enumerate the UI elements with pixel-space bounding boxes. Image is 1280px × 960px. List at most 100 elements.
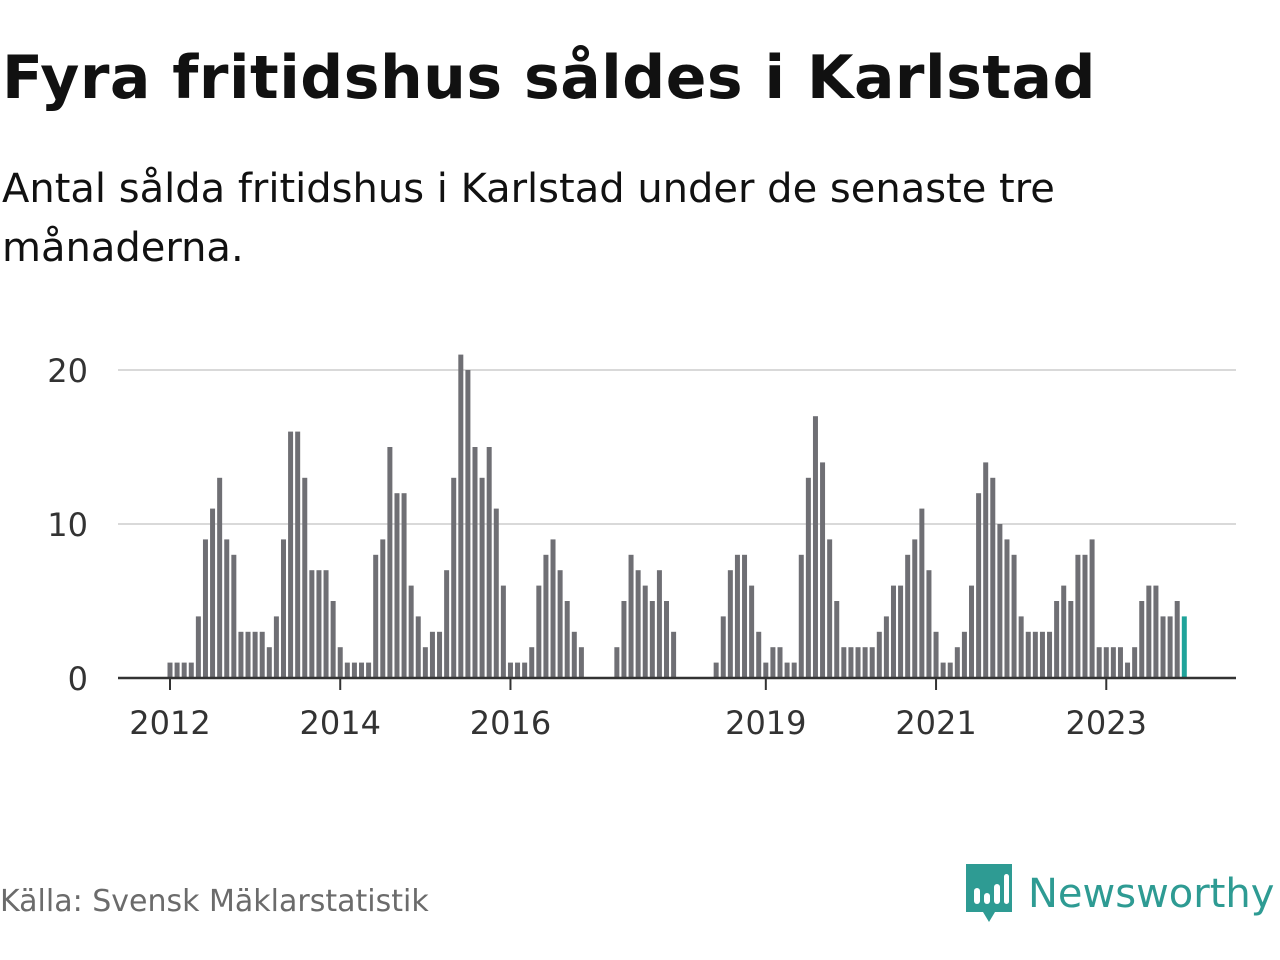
bar	[954, 647, 960, 678]
value-label-latest: 4	[1179, 330, 1199, 338]
bar-latest	[1181, 616, 1187, 678]
bar	[288, 431, 294, 678]
bar	[217, 477, 223, 678]
bar	[1110, 647, 1116, 678]
bar	[990, 477, 996, 678]
bar	[557, 570, 563, 678]
x-tick-label: 2021	[895, 704, 976, 742]
bar	[571, 631, 577, 678]
bar	[515, 662, 521, 678]
x-tick-label: 2012	[129, 704, 210, 742]
bar	[210, 508, 216, 678]
bar	[273, 616, 279, 678]
bar	[742, 554, 748, 678]
bar	[926, 570, 932, 678]
bar	[174, 662, 180, 678]
bar	[188, 662, 194, 678]
bar	[238, 631, 244, 678]
bar	[472, 447, 478, 678]
bar	[848, 647, 854, 678]
newsworthy-logo-icon	[966, 864, 1012, 922]
x-axis-ticks: 2012 2014 2016 2019 2021 2023	[118, 676, 1236, 742]
bar	[408, 585, 414, 678]
source-note: Källa: Svensk Mäklarstatistik	[0, 884, 429, 919]
bar	[1153, 585, 1159, 678]
bar	[1004, 539, 1010, 678]
bar	[507, 662, 513, 678]
y-tick-label: 20	[47, 352, 88, 390]
bar	[167, 662, 173, 678]
bar	[919, 508, 925, 678]
bar	[756, 631, 762, 678]
bar	[437, 631, 443, 678]
bar	[820, 462, 826, 678]
bar	[394, 493, 400, 678]
bar	[1117, 647, 1123, 678]
bar	[883, 616, 889, 678]
bar	[834, 601, 840, 678]
x-tick-label: 2019	[725, 704, 806, 742]
bar	[749, 585, 755, 678]
bar	[1167, 616, 1173, 678]
annotations: 4	[1179, 330, 1199, 338]
bar	[1039, 631, 1045, 678]
bar	[578, 647, 584, 678]
bar	[763, 662, 769, 678]
bar	[529, 647, 535, 678]
bar	[940, 662, 946, 678]
bar	[366, 662, 372, 678]
bar	[869, 647, 875, 678]
bar	[905, 554, 911, 678]
bar	[493, 508, 499, 678]
bar	[898, 585, 904, 678]
brand-logo[interactable]: Newsworthy	[964, 862, 1274, 926]
bar	[969, 585, 975, 678]
bar	[1132, 647, 1138, 678]
bar-chart: 0 10 20 2012 2014 2016 2019 2021 2023 4	[47, 330, 1236, 742]
bar	[479, 477, 485, 678]
bar	[1174, 601, 1180, 678]
bar	[337, 647, 343, 678]
bar	[245, 631, 251, 678]
bar	[373, 554, 379, 678]
bar	[1068, 601, 1074, 678]
bar	[876, 631, 882, 678]
bar	[912, 539, 918, 678]
bar	[302, 477, 308, 678]
chart-subtitle: Antal sålda fritidshus i Karlstad under …	[2, 166, 1055, 271]
bar	[635, 570, 641, 678]
y-tick-label: 10	[47, 506, 88, 544]
bar	[614, 647, 620, 678]
bar	[855, 647, 861, 678]
bar	[933, 631, 939, 678]
bar	[522, 662, 528, 678]
bar	[947, 662, 953, 678]
bar	[429, 631, 435, 678]
bar	[649, 601, 655, 678]
bar	[664, 601, 670, 678]
x-tick-label: 2023	[1066, 704, 1147, 742]
bar	[295, 431, 301, 678]
bar	[1025, 631, 1031, 678]
bar	[387, 447, 393, 678]
bar	[720, 616, 726, 678]
bar	[713, 662, 719, 678]
brand-name: Newsworthy	[1028, 871, 1275, 917]
bar	[656, 570, 662, 678]
bar	[444, 570, 450, 678]
bar	[195, 616, 201, 678]
bar	[642, 585, 648, 678]
chart-title: Fyra fritidshus såldes i Karlstad	[2, 43, 1096, 113]
bar	[1125, 662, 1131, 678]
bar	[1082, 554, 1088, 678]
bar	[805, 477, 811, 678]
bar	[231, 554, 237, 678]
x-tick-label: 2014	[300, 704, 381, 742]
bar	[1032, 631, 1038, 678]
bar	[564, 601, 570, 678]
bar	[1011, 554, 1017, 678]
bar	[1018, 616, 1024, 678]
bar	[344, 662, 350, 678]
bar	[380, 539, 386, 678]
bar	[323, 570, 329, 678]
